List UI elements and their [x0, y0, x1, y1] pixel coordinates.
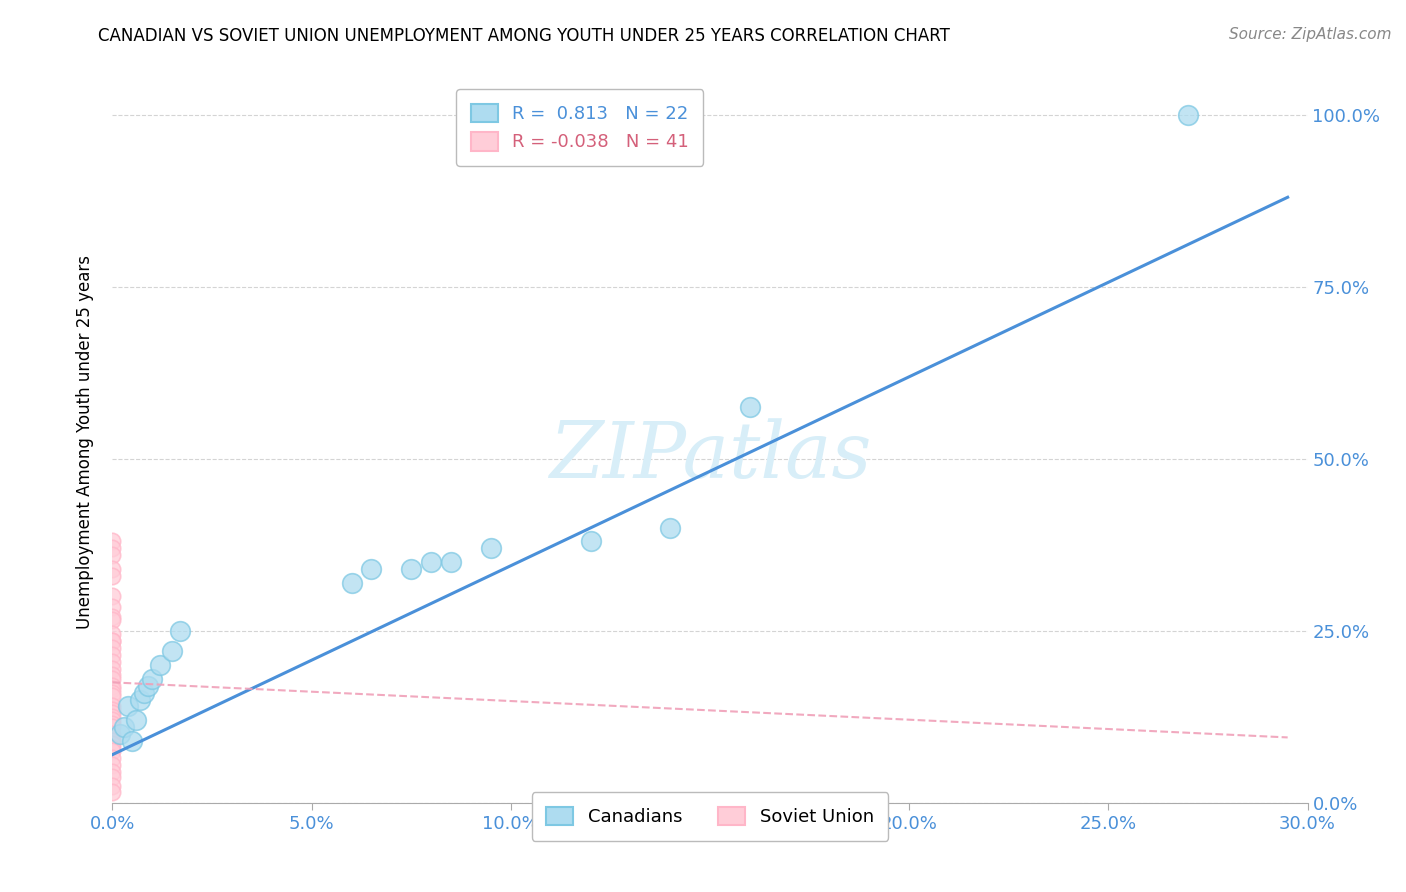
- Point: [360, 562, 382, 576]
- Point: [149, 658, 172, 673]
- Point: [101, 699, 124, 714]
- Point: [101, 640, 124, 655]
- Point: [162, 644, 183, 658]
- Text: ZIPatlas: ZIPatlas: [548, 417, 872, 494]
- Point: [134, 686, 156, 700]
- Point: [101, 634, 124, 648]
- Point: [101, 758, 124, 772]
- Point: [101, 716, 124, 731]
- Point: [125, 713, 148, 727]
- Point: [101, 720, 124, 734]
- Point: [440, 555, 463, 569]
- Point: [101, 689, 124, 703]
- Point: [101, 634, 124, 648]
- Point: [659, 520, 682, 534]
- Point: [101, 679, 124, 693]
- Point: [110, 727, 132, 741]
- Point: [129, 692, 152, 706]
- Point: [101, 779, 124, 793]
- Point: [420, 555, 443, 569]
- Point: [101, 541, 124, 556]
- Point: [101, 655, 124, 669]
- Point: [101, 740, 124, 755]
- Point: [101, 590, 124, 604]
- Point: [101, 682, 124, 697]
- Point: [101, 562, 124, 576]
- Legend: Canadians, Soviet Union: Canadians, Soviet Union: [531, 792, 889, 841]
- Point: [101, 648, 124, 662]
- Point: [101, 599, 124, 614]
- Point: [101, 751, 124, 765]
- Point: [101, 534, 124, 549]
- Point: [101, 703, 124, 717]
- Point: [114, 720, 135, 734]
- Point: [141, 672, 163, 686]
- Point: [101, 737, 124, 751]
- Point: [101, 734, 124, 748]
- Point: [101, 727, 124, 741]
- Point: [101, 785, 124, 799]
- Point: [101, 710, 124, 724]
- Point: [101, 770, 124, 784]
- Point: [101, 627, 124, 641]
- Point: [117, 699, 139, 714]
- Point: [101, 568, 124, 582]
- Point: [101, 764, 124, 779]
- Point: [738, 400, 761, 414]
- Text: CANADIAN VS SOVIET UNION UNEMPLOYMENT AMONG YOUTH UNDER 25 YEARS CORRELATION CHA: CANADIAN VS SOVIET UNION UNEMPLOYMENT AM…: [98, 27, 950, 45]
- Point: [169, 624, 191, 638]
- Point: [101, 548, 124, 562]
- Point: [340, 575, 363, 590]
- Point: [479, 541, 502, 556]
- Point: [101, 610, 124, 624]
- Point: [138, 679, 160, 693]
- Point: [101, 672, 124, 686]
- Point: [101, 744, 124, 758]
- Point: [1177, 108, 1199, 122]
- Point: [101, 668, 124, 682]
- Point: [101, 713, 124, 727]
- Point: [401, 562, 423, 576]
- Point: [579, 534, 602, 549]
- Point: [101, 614, 124, 628]
- Point: [101, 686, 124, 700]
- Point: [101, 706, 124, 721]
- Point: [101, 731, 124, 745]
- Y-axis label: Unemployment Among Youth under 25 years: Unemployment Among Youth under 25 years: [76, 254, 94, 629]
- Point: [121, 734, 143, 748]
- Point: [101, 662, 124, 676]
- Text: Source: ZipAtlas.com: Source: ZipAtlas.com: [1229, 27, 1392, 42]
